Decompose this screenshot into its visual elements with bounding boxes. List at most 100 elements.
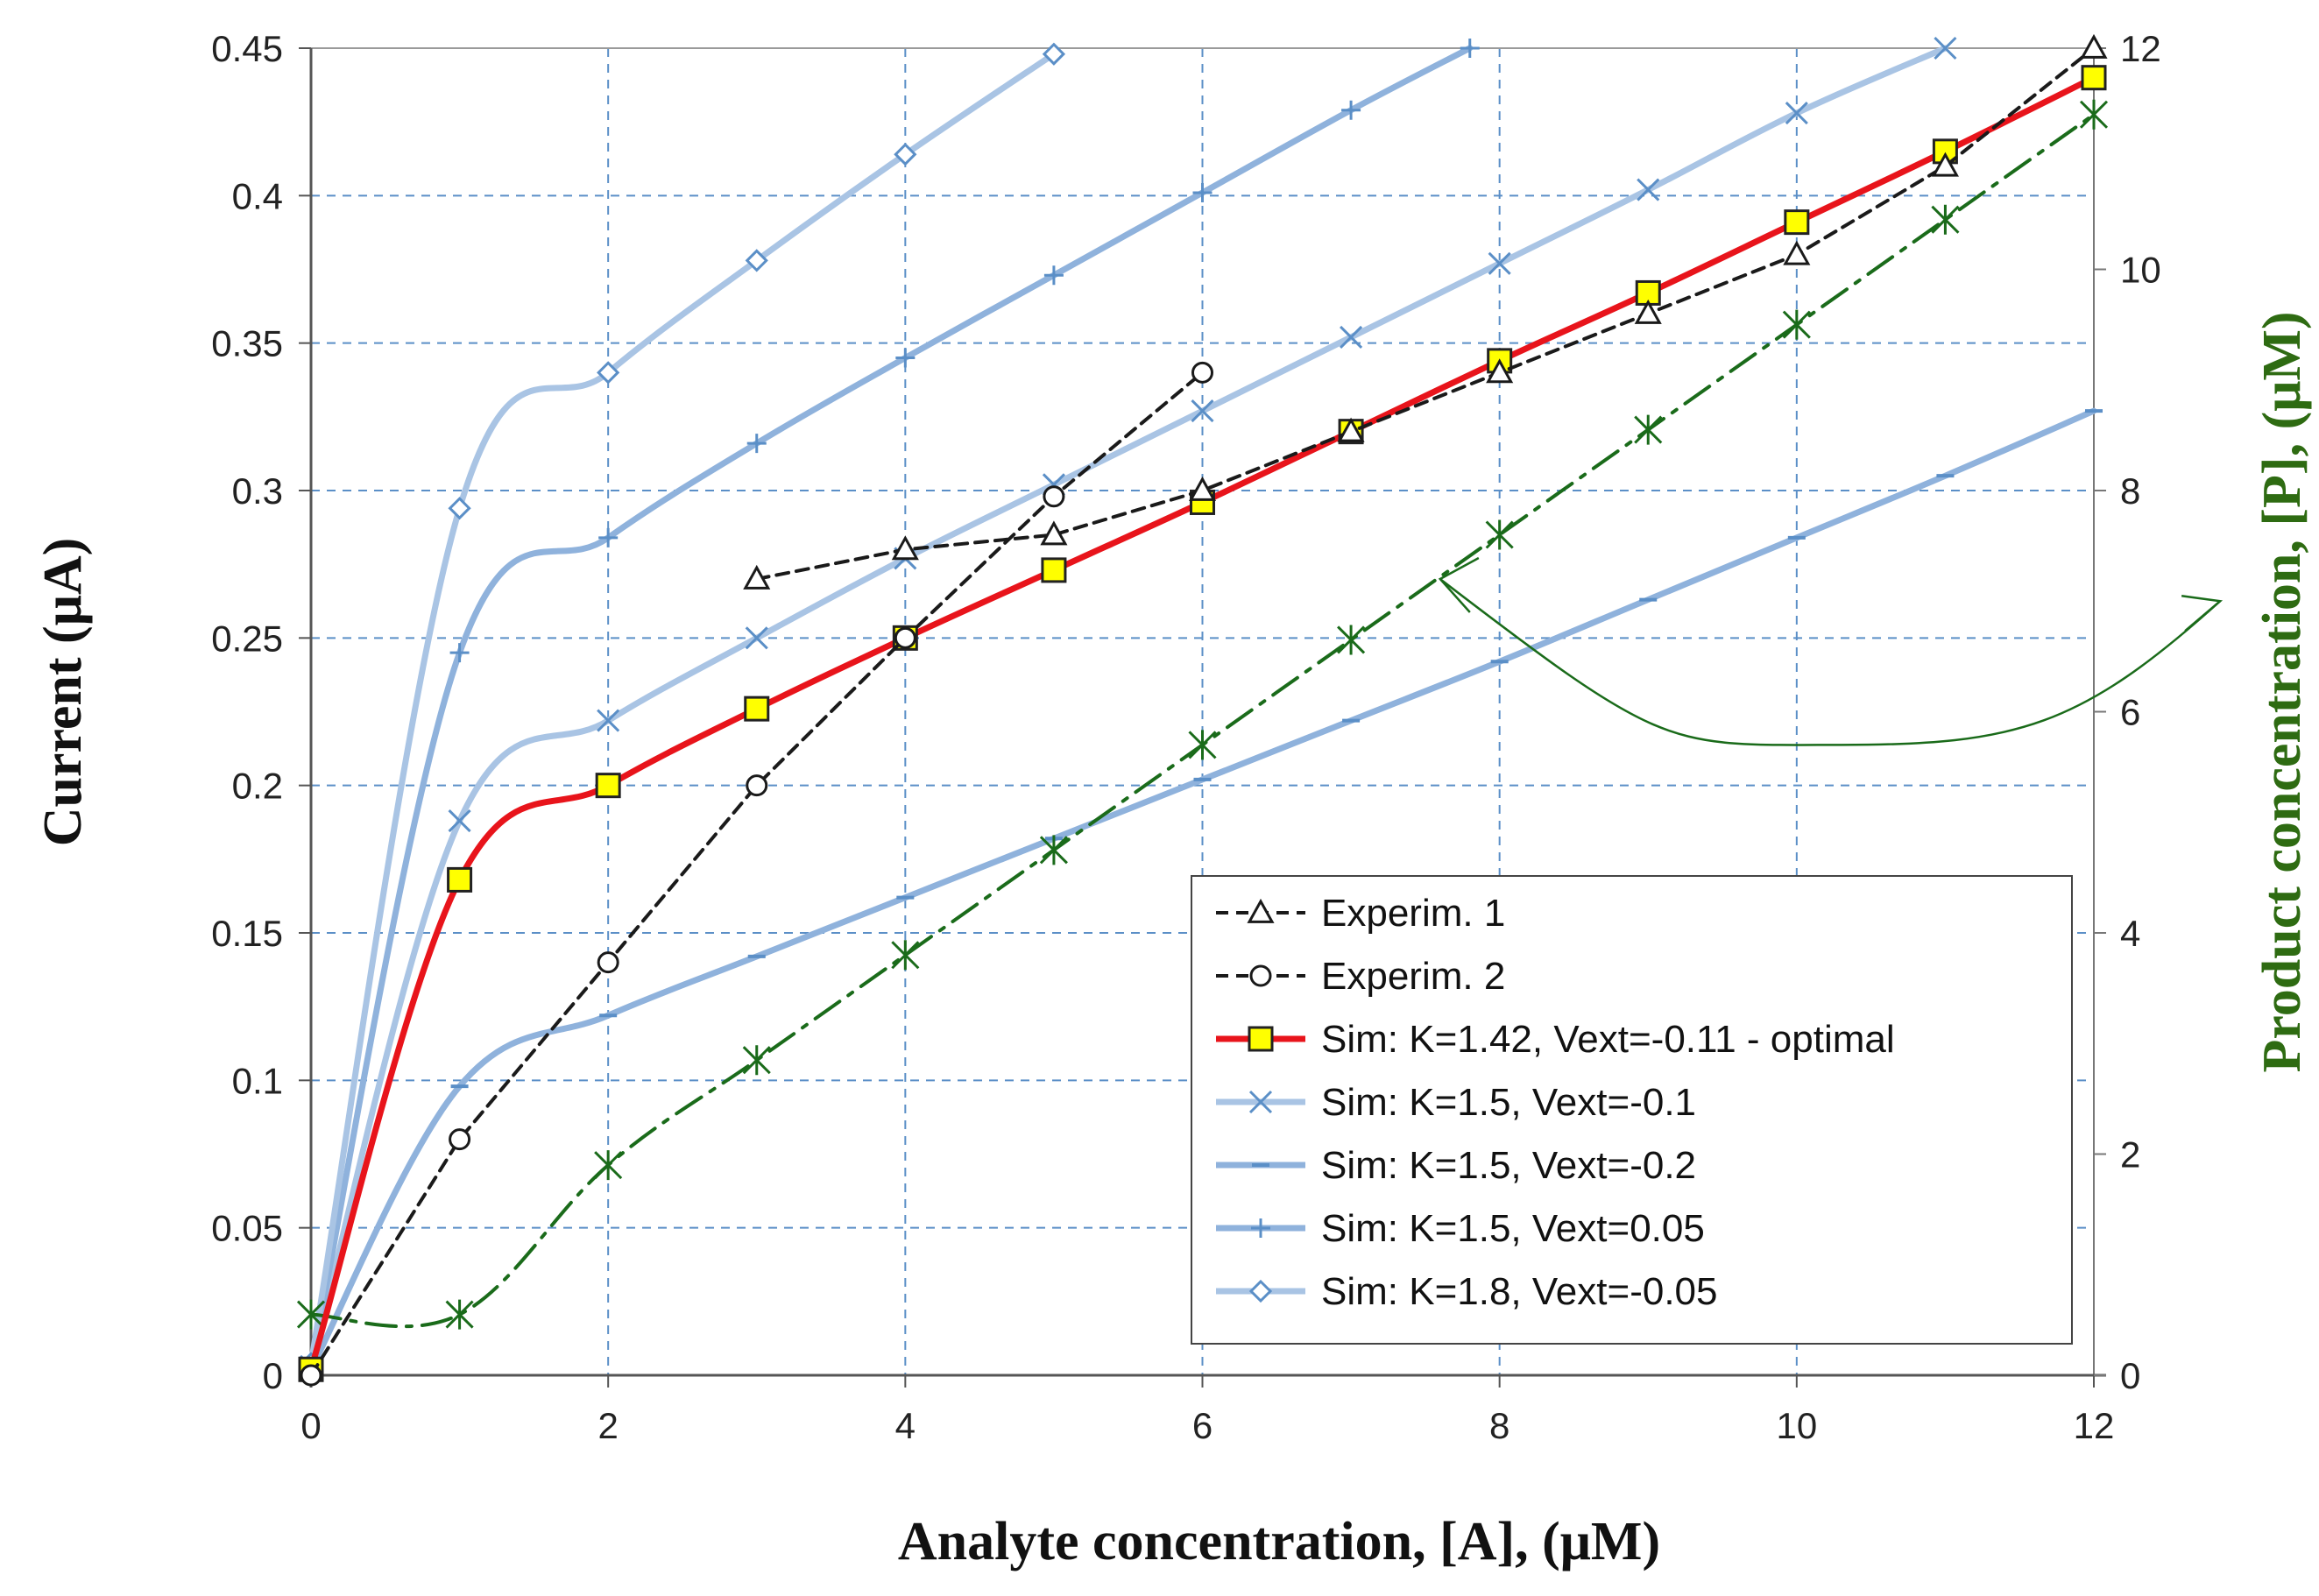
data-point: [595, 773, 621, 799]
data-point: [594, 1150, 623, 1181]
data-point: [449, 643, 470, 663]
x-tick-label: 10: [1776, 1405, 1817, 1446]
data-point: [1188, 730, 1217, 760]
y-tick-label: 0.25: [211, 618, 283, 659]
data-point: [1785, 102, 1808, 125]
legend-entry: Sim: K=1.5, Vext=0.05: [1216, 1207, 1705, 1250]
series-group: [296, 33, 2109, 1387]
data-point: [447, 866, 473, 893]
y-tick-label: 0: [263, 1355, 283, 1396]
data-point: [1486, 358, 1514, 384]
data-point: [1341, 100, 1361, 120]
y2-tick-label: 0: [2120, 1355, 2140, 1396]
data-point: [746, 434, 767, 454]
data-point: [1043, 265, 1064, 286]
data-point: [1637, 178, 1660, 201]
y-tick-label: 0.3: [232, 470, 283, 512]
annotation: [1438, 556, 2224, 746]
series-7: [299, 42, 1066, 1375]
data-point: [1191, 361, 1213, 384]
data-point: [1337, 625, 1366, 655]
legend-marker: [1248, 1090, 1273, 1114]
data-point: [597, 709, 620, 732]
y-tick-label: 0.45: [211, 28, 283, 69]
annotation-arrowhead-left: [1438, 556, 1480, 613]
y-tick-label: 0.4: [232, 175, 283, 216]
legend-label: Sim: K=1.42, Vext=-0.11 - optimal: [1321, 1018, 1895, 1061]
y2-tick-label: 6: [2120, 692, 2140, 733]
data-point: [597, 951, 619, 974]
y2-axis-title: Product concentration, [P], (μM): [2252, 311, 2312, 1072]
data-point: [1934, 36, 1957, 60]
data-point: [1340, 325, 1363, 349]
legend-entry: Experim. 1: [1216, 892, 1505, 935]
y2-tick-label: 10: [2120, 250, 2161, 291]
annotation-curve: [1439, 578, 2221, 746]
data-point: [1192, 182, 1213, 202]
data-point: [894, 143, 917, 166]
y-tick-label: 0.35: [211, 323, 283, 364]
series-line-6: [308, 45, 1474, 1370]
y2-tick-label: 12: [2120, 28, 2161, 69]
data-point: [1634, 299, 1662, 324]
legend-label: Experim. 1: [1321, 892, 1505, 935]
data-point: [894, 626, 916, 649]
data-point: [1191, 399, 1214, 423]
x-tick-label: 4: [895, 1405, 916, 1446]
data-point: [895, 348, 916, 368]
y2-tick-label: 2: [2120, 1134, 2140, 1176]
legend-entry: Sim: K=1.8, Vext=-0.05: [1216, 1270, 1717, 1313]
data-point: [744, 696, 770, 722]
y-tick-label: 0.1: [232, 1060, 283, 1101]
data-point: [1040, 520, 1068, 546]
data-point: [1337, 417, 1365, 442]
series-2: [300, 361, 1213, 1387]
y-axis-title: Current (μA): [33, 538, 93, 847]
legend-entry: Experim. 2: [1216, 955, 1505, 998]
legend-marker: [1248, 1026, 1274, 1052]
data-point: [2081, 65, 2107, 91]
x-tick-label: 0: [300, 1405, 321, 1446]
data-point: [448, 809, 471, 833]
axes: [299, 47, 2106, 1388]
y-tick-label: 0.15: [211, 913, 283, 954]
data-point: [1784, 209, 1810, 236]
data-point: [891, 535, 919, 561]
data-point: [743, 564, 771, 590]
series-line-1: [754, 46, 2096, 581]
data-point: [597, 361, 620, 385]
tick-labels: 0 2 4 6 8 10 1200.050.10.150.20.250.30.350.40.…: [211, 28, 2160, 1446]
data-point: [1041, 557, 1067, 583]
data-point: [1782, 309, 1811, 340]
y-tick-label: 0.05: [211, 1208, 283, 1249]
data-point: [1488, 251, 1511, 275]
data-point: [1931, 204, 1960, 235]
data-point: [1043, 485, 1065, 508]
legend-entry: Sim: K=1.5, Vext=-0.2: [1216, 1144, 1696, 1187]
data-point: [745, 249, 768, 272]
x-tick-label: 8: [1489, 1405, 1509, 1446]
data-point: [891, 940, 920, 971]
x-tick-label: 2: [597, 1405, 618, 1446]
data-point: [1042, 42, 1066, 66]
series-line-3: [308, 74, 2097, 1373]
data-point: [1931, 152, 1959, 177]
series-1: [743, 33, 2108, 590]
data-point: [745, 626, 768, 650]
data-point: [742, 1045, 771, 1076]
series-8: [296, 99, 2109, 1330]
data-point: [1634, 414, 1663, 445]
data-point: [2080, 33, 2108, 59]
data-point: [1485, 519, 1514, 550]
legend-label: Experim. 2: [1321, 955, 1505, 998]
x-tick-label: 6: [1192, 1405, 1213, 1446]
annotation-arrowhead-right: [2181, 595, 2224, 632]
legend-label: Sim: K=1.5, Vext=-0.2: [1321, 1144, 1696, 1187]
data-point: [448, 497, 471, 520]
data-point: [300, 1364, 322, 1387]
data-point: [598, 527, 619, 547]
legend-entry: Sim: K=1.42, Vext=-0.11 - optimal: [1216, 1018, 1895, 1061]
legend-label: Sim: K=1.5, Vext=0.05: [1321, 1207, 1705, 1250]
